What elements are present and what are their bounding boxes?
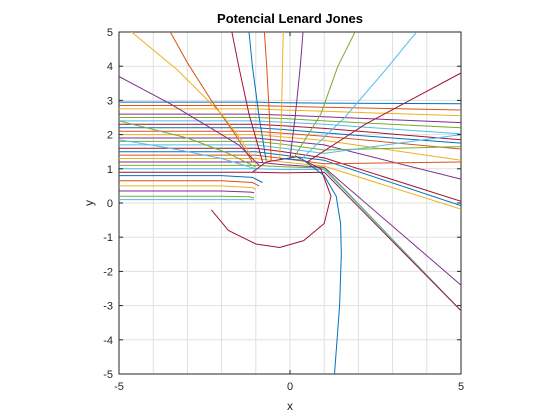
series-line (119, 195, 255, 199)
x-tick-label: 0 (287, 381, 293, 393)
y-axis-label: y (82, 200, 96, 206)
series-line (130, 32, 257, 164)
series-line (119, 190, 255, 194)
x-axis-label: x (287, 399, 293, 413)
series-line (263, 32, 272, 161)
series-line (248, 32, 267, 161)
y-tick-label: -2 (103, 266, 113, 278)
y-tick-label: 4 (107, 61, 113, 73)
series-line (119, 171, 461, 312)
y-tick-label: 3 (107, 95, 113, 107)
y-tick-label: 5 (107, 27, 113, 39)
series-line (119, 158, 461, 210)
series-line (119, 164, 461, 312)
series-line (119, 76, 260, 166)
series-line (279, 32, 284, 159)
y-tick-label: 2 (107, 130, 113, 142)
y-tick-label: -3 (103, 301, 113, 313)
series-line (299, 32, 417, 161)
series-line (119, 175, 263, 183)
series-line (119, 151, 461, 207)
series-line (292, 32, 356, 159)
series-line (289, 32, 304, 159)
y-tick-label: 1 (107, 164, 113, 176)
y-tick-label: -1 (103, 232, 113, 244)
series-line (119, 105, 461, 111)
chart-title: Potencial Lenard Jones (217, 11, 363, 26)
x-tick-label: 5 (458, 381, 464, 393)
series-group (119, 32, 461, 374)
y-tick-label: -4 (103, 335, 113, 347)
series-line (119, 139, 256, 170)
series-line (119, 147, 461, 202)
series-line (119, 168, 461, 312)
ticks: -5 0 5 -5 -4 -3 -2 -1 0 1 2 3 4 5 (103, 27, 464, 393)
series-line (119, 101, 461, 105)
series-line (306, 72, 461, 163)
series-line (169, 32, 253, 163)
series-line (119, 130, 461, 150)
series-line (119, 140, 461, 151)
series-line (119, 185, 257, 190)
y-tick-label: 0 (107, 198, 113, 210)
series-line (119, 134, 461, 161)
series-line (279, 158, 342, 374)
series-line (119, 161, 461, 286)
series-line (119, 180, 260, 187)
series-line (231, 32, 264, 163)
x-tick-label: -5 (114, 381, 124, 393)
y-tick-label: -5 (103, 369, 113, 381)
series-line (119, 120, 257, 168)
